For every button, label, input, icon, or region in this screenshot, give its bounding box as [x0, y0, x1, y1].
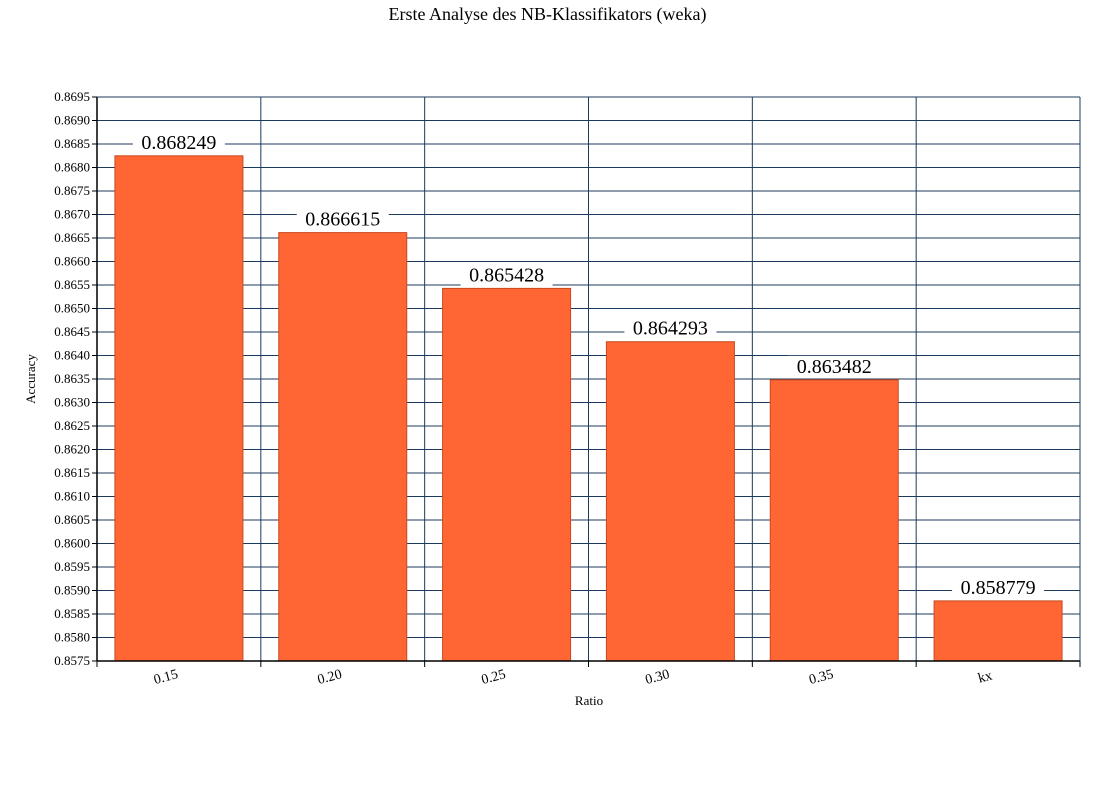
y-tick-label: 0.8655	[54, 277, 90, 292]
y-tick-label: 0.8600	[54, 536, 90, 551]
x-tick-label: 0.25	[480, 667, 508, 688]
y-tick-label: 0.8635	[54, 371, 90, 386]
y-tick-label: 0.8590	[54, 583, 90, 598]
x-tick-label: 0.35	[808, 667, 836, 688]
y-tick-label: 0.8675	[54, 183, 90, 198]
y-tick-label: 0.8610	[54, 489, 90, 504]
y-tick-label: 0.8690	[54, 113, 90, 128]
bar	[278, 232, 408, 662]
y-tick-label: 0.8650	[54, 301, 90, 316]
bar-layer	[114, 155, 1063, 662]
y-tick-label: 0.8595	[54, 559, 90, 574]
y-tick-label: 0.8575	[54, 653, 90, 668]
data-label: 0.866615	[305, 209, 380, 231]
y-tick-label: 0.8630	[54, 395, 90, 410]
y-tick-label: 0.8660	[54, 254, 90, 269]
bar	[442, 287, 572, 662]
data-label-bg	[788, 355, 881, 378]
y-tick-label: 0.8585	[54, 606, 90, 621]
y-tick-label: 0.8605	[54, 512, 90, 527]
data-label: 0.863482	[797, 356, 872, 378]
y-tick-label: 0.8625	[54, 418, 90, 433]
y-tick-label: 0.8665	[54, 230, 90, 245]
y-tick-label: 0.8680	[54, 160, 90, 175]
y-tick-label: 0.8615	[54, 465, 90, 480]
label-layer: 0.868249 0.866615 0.865428 0.864293 0.863482…	[132, 131, 1045, 599]
y-tick-label: 0.8645	[54, 324, 90, 339]
data-label-bg	[460, 264, 553, 287]
data-label: 0.858779	[961, 577, 1036, 599]
bar	[114, 155, 244, 662]
x-axis-title: Ratio	[575, 693, 603, 708]
y-tick-label: 0.8670	[54, 207, 90, 222]
grid-layer	[96, 96, 1081, 662]
x-tick-label: 0.30	[644, 667, 672, 688]
y-tick-label: 0.8640	[54, 348, 90, 363]
x-tick-label: 0.15	[152, 667, 180, 688]
y-tick-label: 0.8685	[54, 136, 90, 151]
data-label: 0.868249	[141, 132, 216, 154]
x-tick-label: 0.20	[316, 667, 344, 688]
x-tick-label: kx	[976, 669, 993, 687]
y-axis-title: Accuracy	[23, 354, 38, 404]
data-label-bg	[952, 576, 1045, 599]
data-label-bg	[296, 208, 389, 231]
y-tick-label: 0.8695	[54, 89, 90, 104]
axis-layer: 0.8575 0.8580 0.8585 0.8590 0.8595 0.8600 0.86…	[54, 89, 1081, 688]
y-tick-label: 0.8620	[54, 442, 90, 457]
data-label: 0.865428	[469, 264, 544, 286]
data-label-bg	[132, 131, 225, 154]
data-label-bg	[624, 317, 717, 340]
data-label: 0.864293	[633, 318, 708, 340]
bar	[769, 379, 899, 662]
y-tick-label: 0.8580	[54, 630, 90, 645]
bar	[605, 341, 735, 662]
chart-title: Erste Analyse des NB-Klassifikators (wek…	[388, 4, 707, 24]
bar	[933, 600, 1063, 662]
